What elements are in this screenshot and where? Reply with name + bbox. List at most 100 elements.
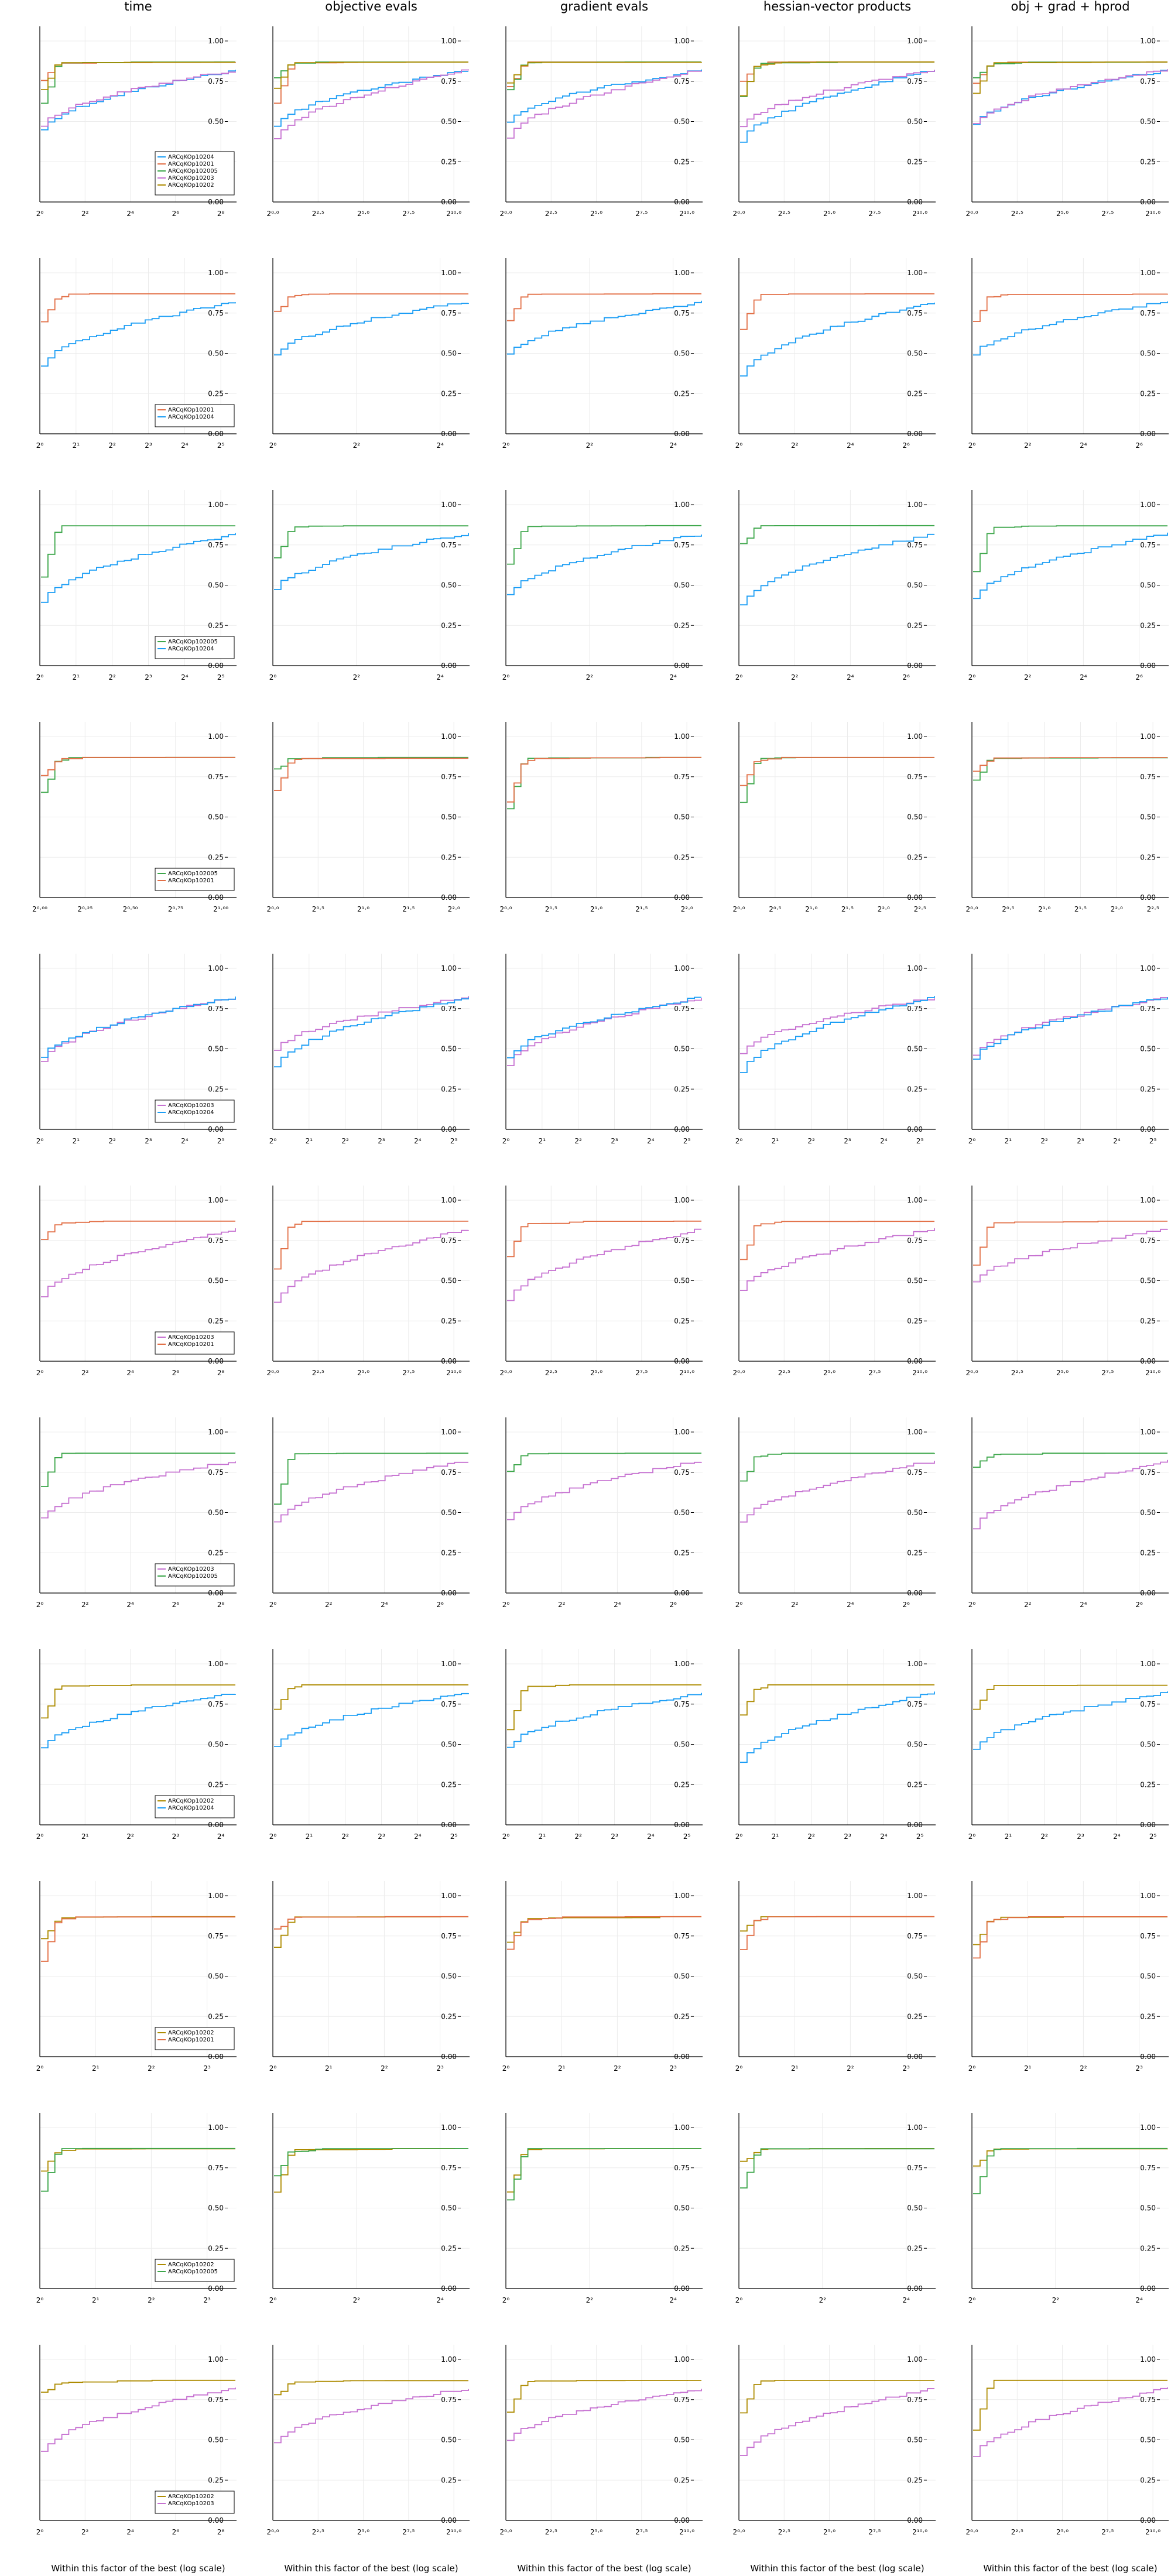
y-tick-label: 0.25 xyxy=(1140,2476,1156,2484)
y-tick-label: 1.00 xyxy=(1140,2355,1156,2363)
y-tick-label: 0.50 xyxy=(907,2204,923,2212)
y-tick-label: 0.75 xyxy=(674,773,690,781)
legend-label: ARCqKOp10201 xyxy=(168,878,214,884)
series-line-ARCqKOp10203 xyxy=(41,1461,236,1519)
panel-r3-c3: 0.00 0.25 0.50 0.75 1.00 2⁰ 2² 2⁴ xyxy=(502,490,703,681)
x-tick-label: 2⁰·⁰ xyxy=(965,905,978,913)
y-tick-label: 0.75 xyxy=(1140,2164,1156,2172)
y-tick-label: 1.00 xyxy=(208,1660,224,1668)
panel-r5-c1: 0.00 0.25 0.50 0.75 1.00 2⁰ 2¹ 2² 2³ 2⁴ 2⁵ ARCqKOp1… xyxy=(36,954,237,1145)
panel-r10-c3: 0.00 0.25 0.50 0.75 1.00 2⁰ 2² 2⁴ xyxy=(502,2113,703,2304)
panel-r10-c5: 0.00 0.25 0.50 0.75 1.00 2⁰ 2² 2⁴ xyxy=(968,2113,1169,2304)
x-tick-label: 2²·⁵ xyxy=(778,210,790,218)
x-tick-label: 2⁴ xyxy=(1080,441,1087,450)
series-line-ARCqKOp10204 xyxy=(41,1694,236,1749)
panel-r8-c5: 0.00 0.25 0.50 0.75 1.00 2⁰ 2¹ 2² 2³ 2⁴ 2⁵ xyxy=(968,1649,1169,1841)
legend-label: ARCqKOp10203 xyxy=(168,1102,214,1109)
y-tick-label: 1.00 xyxy=(1140,501,1156,509)
series-line-ARCqKOp10203 xyxy=(274,1461,468,1523)
x-tick-label: 2¹⁰·⁰ xyxy=(446,210,461,218)
series-line-ARCqKOp10201 xyxy=(274,1221,468,1270)
x-tick-label: 2¹⁰·⁰ xyxy=(912,210,927,218)
y-tick-label: 1.00 xyxy=(1140,2123,1156,2132)
x-tick-label: 2² xyxy=(353,441,361,450)
x-tick-label: 2⁰ xyxy=(968,1832,976,1841)
y-tick-label: 0.50 xyxy=(1140,1509,1156,1517)
x-tick-label: 2⁶ xyxy=(172,210,180,218)
panel-r8-c4: 0.00 0.25 0.50 0.75 1.00 2⁰ 2¹ 2² 2³ 2⁴ 2⁵ xyxy=(735,1649,936,1841)
panel-r6-c5: 0.00 0.25 0.50 0.75 1.00 2⁰·⁰ 2²·⁵ 2⁵·⁰ 2⁷·⁵ 2¹⁰·… xyxy=(965,1186,1169,1377)
legend-label: ARCqKOp10204 xyxy=(168,646,214,652)
y-tick-label: 0.25 xyxy=(208,2244,224,2252)
y-tick-label: 1.00 xyxy=(208,732,224,741)
legend-label: ARCqKOp10203 xyxy=(168,175,214,181)
y-tick-label: 0.75 xyxy=(674,77,690,85)
x-tick-label: 2⁴ xyxy=(647,1137,655,1145)
x-tick-label: 2⁰·⁰ xyxy=(499,1369,512,1377)
x-tick-label: 2⁰ xyxy=(735,2296,743,2304)
y-tick-label: 0.00 xyxy=(907,2053,923,2061)
y-tick-label: 0.00 xyxy=(907,430,923,438)
y-tick-label: 1.00 xyxy=(674,964,690,972)
series-line-ARCqKOp102005 xyxy=(41,1453,235,1487)
x-tick-label: 2⁶ xyxy=(1135,441,1143,450)
x-tick-label: 2² xyxy=(791,1601,799,1609)
y-tick-label: 0.50 xyxy=(907,1045,923,1053)
y-tick-label: 0.25 xyxy=(674,157,690,166)
x-tick-label: 2⁵ xyxy=(1149,1832,1157,1841)
series-line-ARCqKOp10201 xyxy=(507,1220,701,1258)
legend-box xyxy=(155,868,235,891)
series-line-ARCqKOp102005 xyxy=(41,756,235,793)
x-tick-label: 2⁴ xyxy=(669,2296,677,2304)
series-line-ARCqKOp10204 xyxy=(274,533,469,590)
series-line-ARCqKOp10203 xyxy=(973,1228,1168,1283)
panel-r11-c3: 0.00 0.25 0.50 0.75 1.00 2⁰·⁰ 2²·⁵ 2⁵·⁰ 2⁷·⁵ 2¹⁰·… xyxy=(499,2345,703,2536)
y-tick-label: 0.25 xyxy=(1140,2012,1156,2020)
x-tick-label: 2¹ xyxy=(73,673,80,681)
series-line-ARCqKOp10201 xyxy=(41,293,235,323)
x-tick-label: 2²·⁵ xyxy=(1011,210,1023,218)
y-tick-label: 0.50 xyxy=(441,581,457,590)
y-tick-label: 0.50 xyxy=(1140,1277,1156,1285)
x-tick-label: 2² xyxy=(807,1137,815,1145)
x-axis-label: Within this factor of the best (log scal… xyxy=(284,2563,458,2574)
y-tick-label: 0.25 xyxy=(208,1085,224,1093)
series-line-ARCqKOp10202 xyxy=(274,61,468,89)
y-tick-label: 0.00 xyxy=(674,1357,690,1365)
y-tick-label: 1.00 xyxy=(674,501,690,509)
y-tick-label: 0.50 xyxy=(674,1509,690,1517)
x-tick-label: 2² xyxy=(1080,2064,1087,2073)
y-tick-label: 1.00 xyxy=(1140,37,1156,45)
x-tick-label: 2⁵·⁰ xyxy=(590,210,602,218)
y-tick-label: 0.75 xyxy=(208,1700,224,1708)
x-tick-label: 2² xyxy=(353,673,361,681)
column-title-3: hessian-vector products xyxy=(763,0,911,13)
panel-r9-c1: 0.00 0.25 0.50 0.75 1.00 2⁰ 2¹ 2² 2³ ARCqKOp10202… xyxy=(36,1881,237,2073)
y-tick-label: 0.75 xyxy=(674,1932,690,1940)
panel-r1-c1: 0.000.250.500.751.002⁰2²2⁴2⁶2⁸ARCqKOp102… xyxy=(36,26,237,218)
series-line-ARCqKOp10204 xyxy=(41,302,236,367)
y-tick-label: 0.75 xyxy=(674,541,690,549)
y-tick-label: 0.00 xyxy=(1140,662,1156,670)
x-tick-label: 2⁰ xyxy=(269,673,277,681)
panel-r1-c4: 0.00 0.25 0.50 0.75 1.00 2⁰·⁰ 2²·⁵ 2⁵·⁰ 2⁷·⁵ 2¹⁰·… xyxy=(732,26,936,218)
x-tick-label: 2⁰ xyxy=(36,1832,44,1841)
x-tick-label: 2³ xyxy=(1077,1832,1084,1841)
y-tick-label: 0.00 xyxy=(1140,2284,1156,2293)
y-tick-label: 0.25 xyxy=(208,1780,224,1789)
series-line-ARCqKOp10203 xyxy=(973,2387,1168,2457)
y-tick-label: 0.50 xyxy=(907,350,923,358)
x-tick-label: 2¹ xyxy=(558,2064,566,2073)
y-tick-label: 0.00 xyxy=(674,2053,690,2061)
x-tick-label: 2⁰ xyxy=(36,673,44,681)
y-tick-label: 0.75 xyxy=(208,2164,224,2172)
y-tick-label: 0.75 xyxy=(907,77,923,85)
x-tick-label: 2⁰ xyxy=(36,1601,44,1609)
x-tick-label: 2⁵·⁰ xyxy=(823,2528,836,2536)
panel-r11-c5: 0.00 0.25 0.50 0.75 1.00 2⁰·⁰ 2²·⁵ 2⁵·⁰ 2⁷·⁵ 2¹⁰·… xyxy=(965,2345,1169,2536)
y-tick-label: 0.50 xyxy=(674,2436,690,2444)
